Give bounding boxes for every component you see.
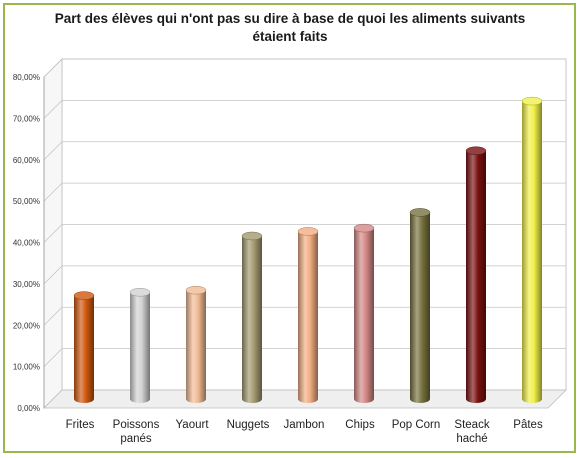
bar-body xyxy=(354,228,374,403)
x-tick-label: Pâtes xyxy=(513,419,543,431)
x-tick-label: Steack haché xyxy=(454,419,489,445)
bar-top xyxy=(297,227,319,236)
gridline xyxy=(43,306,566,326)
x-tick-label: Pop Corn xyxy=(392,419,441,431)
gridlines xyxy=(43,58,566,409)
bar-body xyxy=(466,150,486,403)
bar-body xyxy=(298,231,318,403)
bar xyxy=(185,285,207,403)
gridline xyxy=(43,58,566,78)
bar-body xyxy=(410,212,430,403)
bar xyxy=(129,288,151,403)
chart-title-line-2: étaient faits xyxy=(252,29,328,44)
x-tick-label: Yaourt xyxy=(175,419,209,431)
bar-top xyxy=(129,288,151,297)
y-tick-label: 70,00% xyxy=(13,114,40,123)
gridline xyxy=(43,348,566,367)
bar xyxy=(241,231,263,403)
bars xyxy=(73,96,543,403)
bar-body xyxy=(242,235,262,403)
bar xyxy=(73,291,95,403)
y-tick-label: 40,00% xyxy=(13,239,40,248)
x-tick-label: Nuggets xyxy=(227,419,270,431)
bar-top xyxy=(465,146,487,155)
y-tick-label: 50,00% xyxy=(13,197,40,206)
bar xyxy=(409,208,431,403)
bar xyxy=(353,223,375,403)
gridline xyxy=(43,99,566,119)
x-tick-label: Jambon xyxy=(284,419,325,431)
bar-top xyxy=(73,291,95,300)
x-tick-label: Poissons panés xyxy=(113,419,160,445)
gridline xyxy=(43,265,566,285)
y-tick-label: 80,00% xyxy=(13,73,40,82)
bar-top xyxy=(241,231,263,241)
bar-top xyxy=(409,208,431,217)
bar-top xyxy=(521,96,543,106)
gridline xyxy=(43,141,566,161)
chart-title-line-1: Part des élèves qui n'ont pas su dire à … xyxy=(54,11,526,26)
bar xyxy=(297,227,319,403)
bar-top xyxy=(185,285,207,295)
x-tick-label: Chips xyxy=(345,419,375,431)
y-tick-label: 20,00% xyxy=(13,321,40,330)
y-tick-label: 0,00% xyxy=(17,404,40,413)
bar-body xyxy=(130,292,150,403)
x-axis-labels: Frites Poissons panés Yaourt Nuggets Jambon Ch… xyxy=(66,419,543,445)
y-axis-ticks: 0,00% 10,00% 20,00% 30,00% 40,00% 50,00% 60,00… xyxy=(13,73,40,413)
gridline xyxy=(43,182,566,202)
bar-body xyxy=(74,295,94,403)
y-tick-label: 30,00% xyxy=(13,280,40,289)
chart-title: Part des élèves qui n'ont pas su dire à … xyxy=(40,10,540,46)
bar-top xyxy=(353,223,375,233)
x-tick-label: Frites xyxy=(66,419,95,431)
gridline xyxy=(43,224,566,243)
gridline xyxy=(43,389,566,409)
bar xyxy=(465,146,487,403)
bar-body xyxy=(522,101,542,403)
bar-body xyxy=(186,290,206,403)
y-tick-label: 60,00% xyxy=(13,156,40,165)
bar xyxy=(521,96,543,403)
y-tick-label: 10,00% xyxy=(13,363,40,372)
